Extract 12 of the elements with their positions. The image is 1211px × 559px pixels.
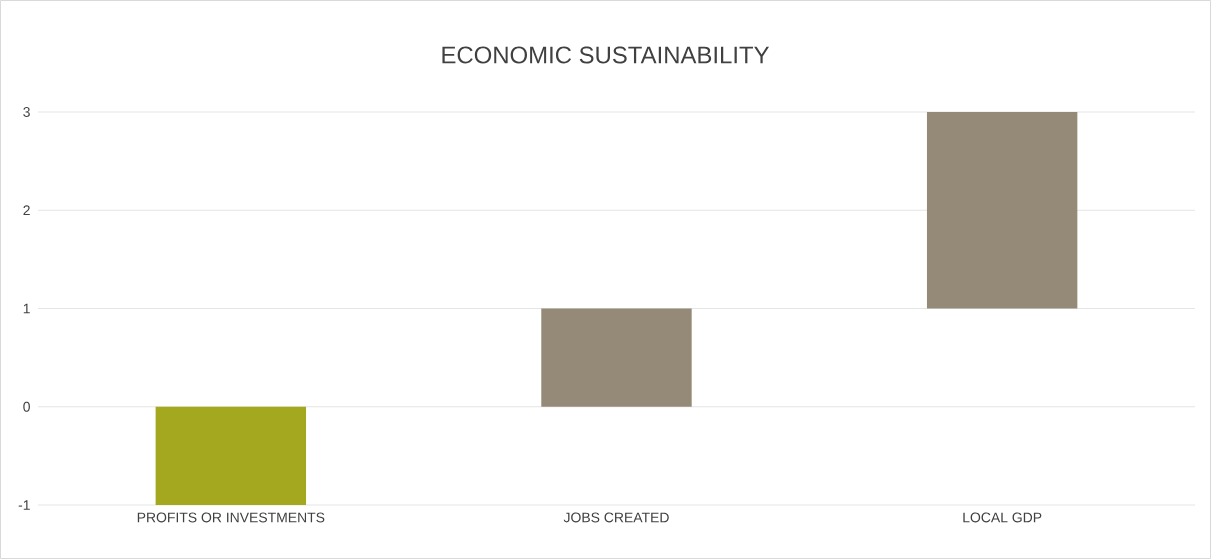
- x-tick-label: PROFITS OR INVESTMENTS: [137, 512, 325, 523]
- x-tick-label: LOCAL GDP: [963, 512, 1042, 523]
- y-tick-label: 1: [23, 303, 30, 314]
- y-tick-label: 2: [23, 205, 30, 216]
- x-tick-label: JOBS CREATED: [563, 512, 669, 523]
- bar: [926, 112, 1078, 309]
- y-tick-label: 3: [23, 107, 30, 117]
- bar: [541, 308, 692, 407]
- y-tick-label: -1: [18, 500, 30, 510]
- bar: [155, 406, 307, 505]
- y-tick-label: 0: [23, 401, 30, 412]
- chart-title: ECONOMIC SUSTAINABILITY: [442, 46, 770, 64]
